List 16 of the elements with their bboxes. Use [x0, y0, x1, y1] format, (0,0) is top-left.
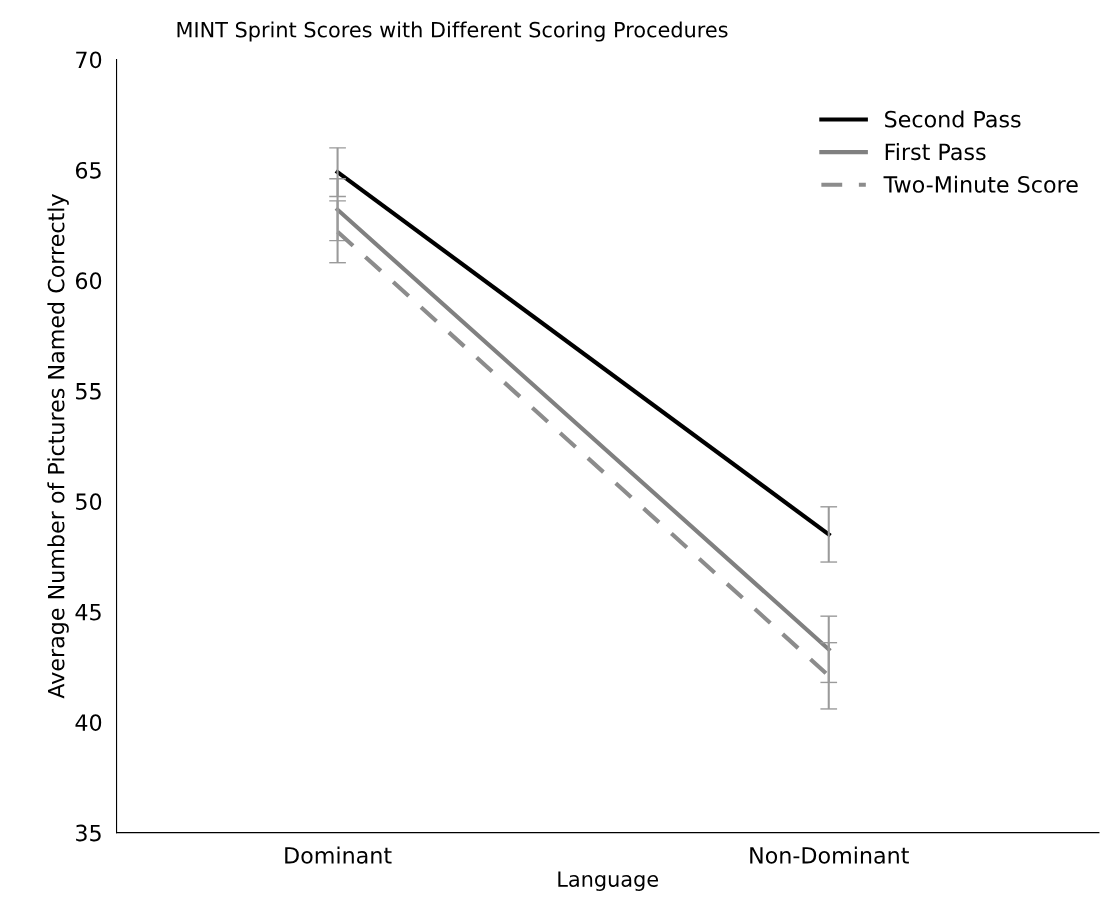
y-tick-label: 60 [75, 272, 102, 290]
y-tick-label: 65 [75, 161, 101, 179]
legend-label: Two-Minute Score [883, 175, 1078, 193]
legend-label: Second Pass [885, 110, 1021, 128]
legend-label: First Pass [885, 143, 986, 161]
chart-title: MINT Sprint Scores with Different Scoring Procedures [177, 21, 728, 42]
x-axis-title: Language [558, 871, 659, 891]
y-tick-label: 70 [76, 51, 102, 69]
y-tick-label: 55 [76, 383, 101, 400]
y-tick-label: 40 [75, 714, 102, 731]
y-axis-title: Average Number of Pictures Named Correctly [47, 194, 69, 699]
x-tick-label: Non-Dominant [750, 846, 909, 864]
y-tick-label: 45 [75, 603, 101, 621]
y-tick-label: 35 [76, 824, 101, 842]
x-tick-label: Dominant [285, 846, 392, 864]
y-tick-label: 50 [76, 493, 102, 511]
